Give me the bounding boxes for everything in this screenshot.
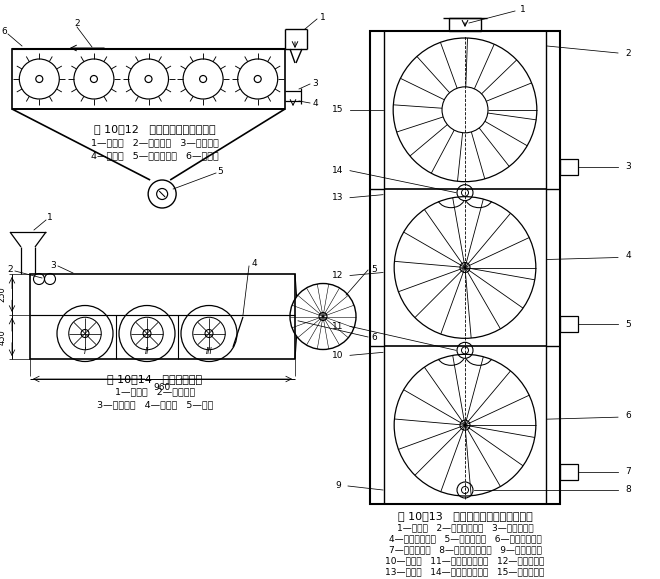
Text: 2: 2 (7, 266, 13, 274)
Text: 2: 2 (74, 20, 80, 28)
Text: 6: 6 (625, 411, 631, 420)
Text: 3: 3 (50, 261, 56, 269)
Bar (560, 316, 578, 332)
Text: 1—进料口   2—螺旋钉齿滚筒   3—上层出料口: 1—进料口 2—螺旋钉齿滚筒 3—上层出料口 (397, 523, 533, 533)
Text: 4: 4 (625, 251, 631, 260)
Text: 14: 14 (333, 166, 344, 175)
Text: 6: 6 (1, 27, 7, 35)
Text: III: III (206, 347, 213, 357)
Text: I: I (84, 347, 86, 357)
Text: 1—喂料口   2—喂料罗拉: 1—喂料口 2—喂料罗拉 (115, 387, 195, 397)
Text: 4—中层扇条滚筒   5—中层出料口   6—下层扇条滚筒: 4—中层扇条滚筒 5—中层出料口 6—下层扇条滚筒 (389, 534, 541, 544)
Bar (12, 49, 285, 109)
Bar (449, 18, 481, 31)
Bar (30, 274, 295, 359)
Text: 3: 3 (625, 162, 631, 171)
Text: 10—排杂口   11—中层螺旋输送器   12—中层排杂网: 10—排杂口 11—中层螺旋输送器 12—中层排杂网 (385, 556, 544, 566)
Bar (560, 159, 578, 175)
Text: 6: 6 (371, 332, 377, 342)
Text: II: II (145, 347, 149, 357)
Text: 1: 1 (320, 13, 326, 21)
Text: 7: 7 (625, 467, 631, 477)
Text: 1—进料斗   2—钉齿滚筒   3—格条栅底: 1—进料斗 2—钉齿滚筒 3—格条栅底 (91, 138, 219, 148)
Text: 8: 8 (625, 486, 631, 494)
Text: 15: 15 (332, 105, 344, 114)
Text: 图 10－13   三层式螺旋钉齿滚筒清理机: 图 10－13 三层式螺旋钉齿滚筒清理机 (397, 511, 533, 521)
Text: 2: 2 (625, 49, 631, 57)
Text: 5: 5 (625, 320, 631, 329)
Bar (370, 31, 560, 504)
Text: 11: 11 (332, 322, 344, 331)
Text: 4—出料口   5—螺旋输送器   6—导向板: 4—出料口 5—螺旋输送器 6—导向板 (91, 152, 219, 160)
Text: 图 10－14   开不孕子机图: 图 10－14 开不孕子机图 (108, 374, 203, 384)
Text: 450: 450 (0, 329, 7, 345)
Text: 3—齿条滚筒   4—挡风板   5—尘笼: 3—齿条滚筒 4—挡风板 5—尘笼 (97, 401, 213, 409)
Text: 250: 250 (0, 287, 7, 302)
Text: 5: 5 (217, 167, 223, 177)
Text: 3: 3 (312, 79, 318, 87)
Text: 图 10－12   五辊钉齿滚筒清理机图: 图 10－12 五辊钉齿滚筒清理机图 (94, 124, 216, 134)
Text: 10: 10 (332, 351, 344, 360)
Text: 1: 1 (47, 214, 53, 222)
Text: 5: 5 (371, 265, 377, 273)
Text: 1: 1 (520, 5, 526, 13)
Text: 960: 960 (154, 383, 171, 391)
Text: 13: 13 (332, 193, 344, 202)
Text: 9: 9 (335, 482, 341, 490)
Text: 7—下层出料口   8—下层螺旋输送器   9—下层排杂网: 7—下层出料口 8—下层螺旋输送器 9—下层排杂网 (389, 545, 541, 555)
Text: 4: 4 (312, 98, 318, 108)
Text: 12: 12 (333, 271, 344, 280)
Text: 13—排杂口   14—上层螺旋输送器   15—上层排杂网: 13—排杂口 14—上层螺旋输送器 15—上层排杂网 (385, 567, 544, 577)
Text: 4: 4 (251, 259, 257, 269)
Bar (560, 464, 578, 480)
